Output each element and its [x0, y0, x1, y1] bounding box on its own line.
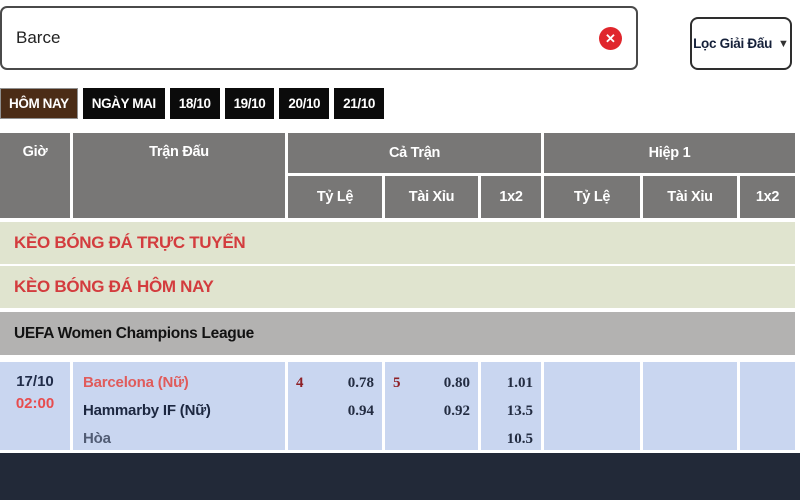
full-1x2-away-odds[interactable]: 13.5	[506, 403, 533, 419]
col-header-half-overunder: Tài Xỉu	[643, 176, 737, 218]
full-1x2-home-odds[interactable]: 1.01	[506, 375, 533, 391]
col-header-half-handicap: Tỷ Lệ	[544, 176, 640, 218]
full-handicap-cell: 4 0.78 0.94	[288, 362, 382, 450]
away-team[interactable]: Hammarby IF (Nữ)	[83, 402, 211, 419]
col-header-full-handicap: Tỷ Lệ	[288, 176, 382, 218]
odds-table-header: Giờ Trận Đấu Cả Trận Hiệp 1 Tỷ Lệ Tài Xỉ…	[0, 133, 795, 218]
tab-18-10[interactable]: 18/10	[169, 88, 220, 119]
tab-20-10[interactable]: 20/10	[279, 88, 330, 119]
league-header[interactable]: UEFA Women Champions League	[0, 312, 795, 355]
tab-21-10[interactable]: 21/10	[334, 88, 384, 119]
page-footer	[0, 453, 800, 500]
league-filter-dropdown[interactable]: Lọc Giải Đấu ▼	[690, 17, 792, 70]
section-live-odds-label: KÈO BÓNG ĐÁ TRỰC TUYẾN	[14, 233, 246, 252]
half-overunder-cell	[643, 362, 737, 450]
search-box: ✕	[0, 6, 638, 70]
full-handicap-line: 4	[296, 375, 304, 391]
top-bar: ✕ Lọc Giải Đấu ▼	[0, 0, 800, 85]
full-overunder-line: 5	[393, 375, 401, 391]
clear-search-icon[interactable]: ✕	[599, 26, 622, 50]
full-handicap-home-odds[interactable]: 0.78	[347, 375, 374, 391]
col-header-half-1x2: 1x2	[740, 176, 795, 218]
match-time-cell: 17/10 02:00	[0, 362, 70, 450]
section-live-odds[interactable]: KÈO BÓNG ĐÁ TRỰC TUYẾN	[0, 222, 795, 264]
col-header-match: Trận Đấu	[73, 133, 285, 218]
date-tabs: HÔM NAY NGÀY MAI 18/10 19/10 20/10 21/10	[0, 88, 384, 119]
league-filter-label: Lọc Giải Đấu	[693, 36, 773, 51]
full-over-odds[interactable]: 0.80	[443, 375, 470, 391]
tab-19-10[interactable]: 19/10	[224, 88, 275, 119]
chevron-down-icon: ▼	[778, 37, 789, 50]
half-1x2-cell	[740, 362, 795, 450]
match-date: 17/10	[16, 373, 54, 390]
full-overunder-cell: 5 0.80 0.92	[385, 362, 478, 450]
section-today-odds[interactable]: KÈO BÓNG ĐÁ HÔM NAY	[0, 266, 795, 308]
full-1x2-draw-odds[interactable]: 10.5	[506, 431, 533, 447]
full-handicap-away-odds[interactable]: 0.94	[347, 403, 374, 419]
section-today-odds-label: KÈO BÓNG ĐÁ HÔM NAY	[14, 277, 214, 296]
col-header-time: Giờ	[0, 133, 70, 218]
tab-today[interactable]: HÔM NAY	[0, 88, 78, 119]
match-kickoff-time: 02:00	[15, 395, 55, 412]
tab-tomorrow[interactable]: NGÀY MAI	[82, 88, 165, 119]
half-handicap-cell	[544, 362, 640, 450]
league-name: UEFA Women Champions League	[14, 324, 254, 342]
col-group-first-half: Hiệp 1	[544, 133, 795, 173]
full-1x2-cell: 1.01 13.5 10.5	[481, 362, 541, 450]
home-team[interactable]: Barcelona (Nữ)	[83, 374, 189, 391]
full-under-odds[interactable]: 0.92	[443, 403, 470, 419]
draw-label: Hòa	[83, 430, 111, 447]
col-group-full-time: Cả Trận	[288, 133, 541, 173]
col-header-full-1x2: 1x2	[481, 176, 541, 218]
search-input[interactable]	[16, 28, 599, 48]
match-teams-cell: Barcelona (Nữ) Hammarby IF (Nữ) Hòa	[73, 362, 285, 450]
match-row: 17/10 02:00 Barcelona (Nữ) Hammarby IF (…	[0, 362, 795, 450]
col-header-full-overunder: Tài Xỉu	[385, 176, 478, 218]
